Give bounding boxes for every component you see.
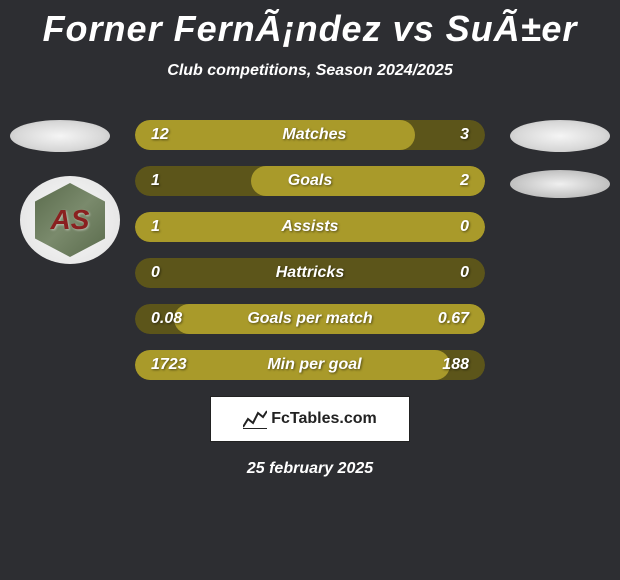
stat-left-value: 1723: [135, 356, 187, 374]
stat-row: 1Assists0: [135, 212, 485, 242]
club-badge-left: AS: [20, 176, 120, 264]
stat-row: 1Goals2: [135, 166, 485, 196]
stat-label: Goals per match: [182, 310, 438, 328]
stat-right-value: 188: [442, 356, 485, 374]
stat-row: 12Matches3: [135, 120, 485, 150]
club-badge-right-placeholder: [510, 170, 610, 198]
stat-label: Min per goal: [187, 356, 443, 374]
club-badge-letters: AS: [51, 204, 90, 236]
avatar-right-placeholder: [510, 120, 610, 152]
stat-left-value: 0.08: [135, 310, 182, 328]
stat-label: Assists: [160, 218, 460, 236]
stat-left-value: 12: [135, 126, 169, 144]
page-subtitle: Club competitions, Season 2024/2025: [0, 62, 620, 80]
stat-right-value: 0: [460, 218, 485, 236]
footer-date: 25 february 2025: [0, 460, 620, 478]
stat-right-value: 3: [460, 126, 485, 144]
stat-label: Matches: [169, 126, 460, 144]
source-banner: FcTables.com: [210, 396, 410, 442]
stat-right-value: 0.67: [438, 310, 485, 328]
stat-right-value: 0: [460, 264, 485, 282]
stat-row: 0Hattricks0: [135, 258, 485, 288]
page-title: Forner FernÃ¡ndez vs SuÃ±er: [0, 0, 620, 50]
stat-left-value: 1: [135, 172, 160, 190]
stat-label: Hattricks: [160, 264, 460, 282]
stat-row: 1723Min per goal188: [135, 350, 485, 380]
content-area: AS 12Matches31Goals21Assists00Hattricks0…: [0, 120, 620, 478]
avatar-left-placeholder: [10, 120, 110, 152]
stat-right-value: 2: [460, 172, 485, 190]
fctables-icon: [243, 409, 267, 429]
source-banner-text: FcTables.com: [271, 410, 377, 428]
stat-label: Goals: [160, 172, 460, 190]
stats-container: 12Matches31Goals21Assists00Hattricks00.0…: [135, 120, 485, 380]
stat-left-value: 0: [135, 264, 160, 282]
stat-left-value: 1: [135, 218, 160, 236]
stat-row: 0.08Goals per match0.67: [135, 304, 485, 334]
